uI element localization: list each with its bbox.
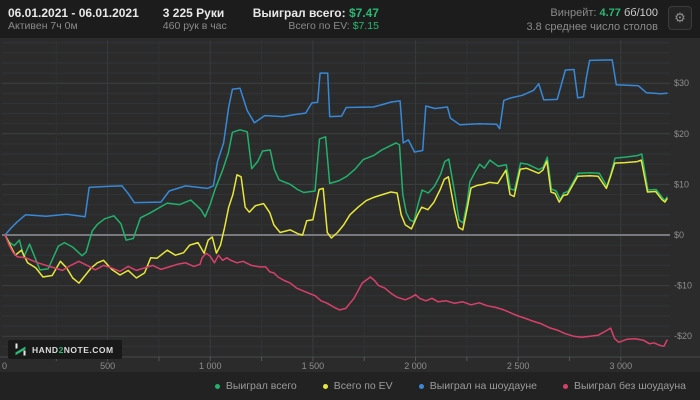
legend-item-1[interactable]: Всего по EV [322, 380, 393, 392]
x-axis-label: 1 500 [302, 361, 325, 371]
y-axis-label: $10 [674, 179, 689, 189]
logo-part2: 2 [58, 344, 64, 355]
x-axis-label: 500 [100, 361, 115, 371]
y-axis-label: $0 [674, 230, 684, 240]
won-total-value: $7.47 [348, 6, 379, 20]
x-axis-label: 1 000 [199, 361, 222, 371]
logo-part1: HAND [32, 344, 59, 355]
x-axis-label: 0 [2, 361, 7, 371]
legend-label: Выиграл без шоудауна [574, 380, 686, 392]
x-axis-label: 2 500 [507, 361, 530, 371]
legend-item-3[interactable]: Выиграл без шоудауна [563, 380, 686, 392]
ev-line: Всего по EV: $7.15 [253, 20, 379, 33]
date-range: 06.01.2021 - 06.01.2021 [8, 6, 139, 20]
legend-item-2[interactable]: Выиграл на шоудауне [418, 380, 537, 392]
header: 06.01.2021 - 06.01.2021 Активен 7ч 0м 3 … [0, 0, 700, 38]
ev-label: Всего по EV: [288, 20, 350, 32]
hand2note-logo-icon [15, 343, 26, 356]
active-time: Активен 7ч 0м [8, 20, 78, 32]
hand2note-logo: HAND2NOTE.COM [8, 340, 122, 359]
series-line-0 [4, 129, 668, 271]
y-axis-label: -$20 [674, 331, 692, 341]
legend-dot [563, 383, 568, 389]
legend-dot [322, 383, 328, 389]
winnings-block: Выиграл всего: $7.47 Всего по EV: $7.15 [253, 0, 379, 33]
legend-dot [418, 383, 424, 389]
series-line-1 [4, 159, 668, 284]
y-axis-label: -$10 [674, 281, 692, 291]
gear-icon: ⚙ [674, 10, 686, 25]
logo-text: HAND2NOTE.COM [32, 345, 114, 355]
winnings-chart[interactable]: 0 500 1 000 1 500 2 000 2 500 3 000 $30 $20 $10 $0… [0, 38, 700, 372]
avg-tables: 3.8 среднее число столов [526, 21, 658, 33]
won-total-label: Выиграл всего: [252, 6, 346, 20]
winrate-line: Винрейт: 4.77 бб/100 [526, 6, 658, 20]
winrate-block: Винрейт: 4.77 бб/100 3.8 среднее число с… [526, 0, 658, 34]
winrate-label: Винрейт: [550, 7, 597, 19]
x-axis-label: 3 000 [610, 361, 633, 371]
logo-part3: NOTE.COM [63, 344, 114, 355]
series-line-3 [4, 234, 668, 348]
y-axis-label: $30 [674, 78, 689, 88]
settings-button[interactable]: ⚙ [668, 6, 692, 30]
date-block: 06.01.2021 - 06.01.2021 Активен 7ч 0м [8, 0, 139, 33]
hands-block: 3 225 Руки 460 рук в час [163, 0, 227, 33]
legend-item-0[interactable]: Выиграл всего [214, 380, 297, 392]
winrate-units: бб/100 [623, 7, 658, 19]
y-axis-label: $20 [674, 129, 689, 139]
ev-value: $7.15 [352, 20, 379, 32]
legend-label: Выиграл на шоудауне [429, 380, 537, 392]
series-line-2 [4, 59, 668, 236]
hands-per-hour: 460 рук в час [162, 20, 227, 32]
won-total-line: Выиграл всего: $7.47 [253, 6, 379, 20]
legend-label: Всего по EV [333, 380, 393, 392]
chart-area: 0 500 1 000 1 500 2 000 2 500 3 000 $30 $20 $10 $0… [0, 38, 700, 372]
chart-legend: Выиграл всего Всего по EV Выиграл на шоуда… [0, 372, 700, 400]
hands-count: 3 225 Руки [162, 6, 225, 20]
legend-label: Выиграл всего [225, 380, 297, 392]
legend-dot [214, 383, 220, 389]
x-axis-label: 2 000 [404, 361, 427, 371]
winrate-value: 4.77 [599, 7, 621, 19]
